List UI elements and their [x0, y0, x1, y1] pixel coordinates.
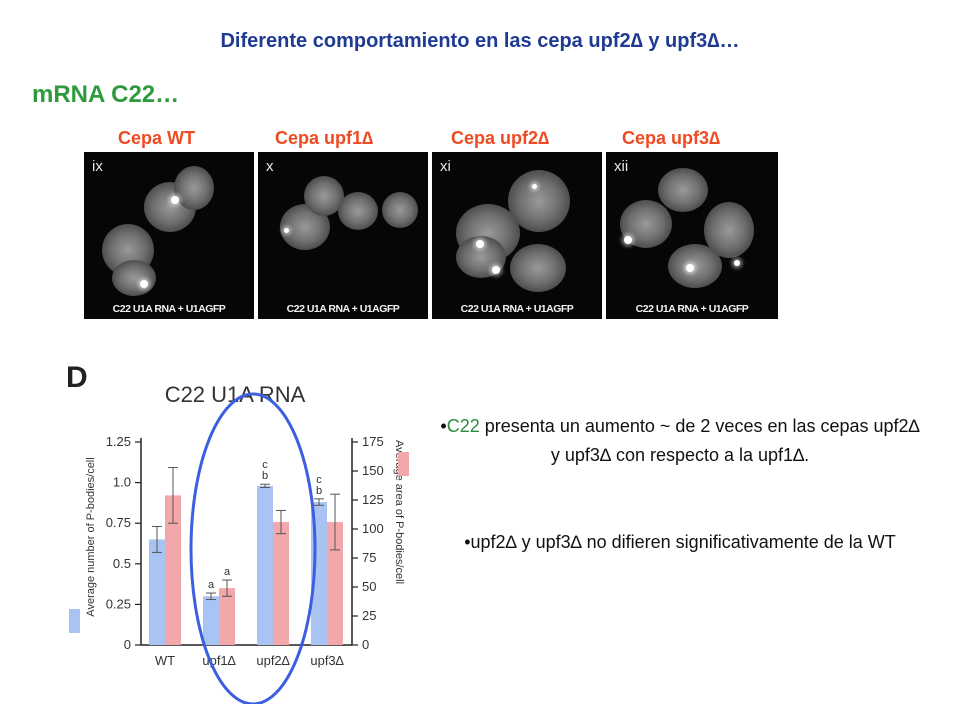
legend-swatch-right — [398, 452, 409, 476]
panel-caption: C22 U1A RNA + U1AGFP — [460, 303, 574, 315]
yeast-cell — [382, 192, 418, 228]
panel-numeral: ix — [92, 158, 103, 175]
y-left-tick-label: 1.25 — [106, 434, 131, 449]
yeast-cell — [174, 166, 214, 210]
bar — [219, 588, 235, 645]
note-highlight-word: C22 — [446, 416, 480, 436]
significance-letter: a — [208, 579, 215, 591]
p-body-spot — [686, 264, 694, 272]
strain-label-wt: Cepa WT — [118, 128, 196, 148]
y-left-tick-label: 0 — [124, 637, 131, 652]
bar-chart: D C22 U1A RNA 0 0.25 0.5 0.75 1.0 1.25 0 25 50 75… — [66, 361, 409, 704]
x-tick-label: upf3∆ — [310, 653, 343, 668]
y-right-tick-label: 100 — [362, 521, 384, 536]
y-right-tick-label: 75 — [362, 550, 376, 565]
note-text: presenta un aumento ~ de 2 veces en las … — [479, 416, 920, 465]
bullet-mark: • — [464, 532, 471, 552]
significance-letter: a — [224, 566, 231, 578]
micrograph-upf1: x C22 U1A RNA + U1AGFP — [258, 152, 428, 319]
significance-letter: c — [262, 459, 268, 471]
y-left-axis-label: Average number of P-bodies/cell — [85, 457, 97, 616]
p-body-spot — [140, 280, 148, 288]
y-right-tick-label: 125 — [362, 492, 384, 507]
note-bullet-2: •upf2∆ y upf3∆ no difieren significativa… — [440, 528, 920, 557]
y-left-tick-label: 1.0 — [113, 475, 131, 490]
bullet-mark: • — [440, 416, 447, 436]
bar — [257, 485, 273, 645]
y-right-tick-label: 50 — [362, 579, 376, 594]
yeast-cell — [510, 244, 566, 292]
bar — [327, 522, 343, 645]
note-bullet-1: •C22 presenta un aumento ~ de 2 veces en… — [440, 412, 920, 470]
strain-label-upf3: Cepa upf3∆ — [622, 128, 721, 148]
yeast-cell — [658, 168, 708, 212]
panel-caption: C22 U1A RNA + U1AGFP — [635, 303, 749, 315]
p-body-spot — [734, 260, 740, 266]
strain-label-upf1: Cepa upf1∆ — [275, 128, 374, 148]
significance-letter: b — [262, 470, 268, 482]
yeast-cell — [304, 176, 344, 216]
bar — [165, 495, 181, 645]
chart-title: C22 U1A RNA — [165, 382, 306, 407]
significance-letter: b — [316, 485, 322, 497]
y-right-tick-label: 0 — [362, 637, 369, 652]
panel-caption: C22 U1A RNA + U1AGFP — [286, 303, 400, 315]
y-right-tick-label: 150 — [362, 463, 384, 478]
yeast-cell — [338, 192, 378, 230]
note-text: upf2∆ y upf3∆ no difieren significativam… — [470, 532, 896, 552]
yeast-cell — [112, 260, 156, 296]
y-left-tick-label: 0.75 — [106, 515, 131, 530]
highlight-ellipse — [189, 392, 317, 704]
yeast-cell — [508, 170, 570, 232]
bar — [149, 539, 165, 645]
p-body-spot — [171, 196, 179, 204]
micrograph-upf2: xi C22 U1A RNA + U1AGFP — [432, 152, 602, 319]
yeast-cell — [668, 244, 722, 288]
p-body-spot — [532, 184, 537, 189]
y-left-tick-label: 0.5 — [113, 556, 131, 571]
bar — [273, 522, 289, 645]
legend-swatch-left — [69, 609, 80, 633]
panel-numeral: xi — [440, 158, 451, 175]
slide-subtitle: mRNA C22… — [32, 81, 180, 108]
y-right-tick-label: 175 — [362, 434, 384, 449]
panel-caption: C22 U1A RNA + U1AGFP — [112, 303, 226, 315]
micrograph-wt: ix C22 U1A RNA + U1AGFP — [84, 152, 254, 319]
y-right-tick-label: 25 — [362, 608, 376, 623]
micrograph-upf3: xii C22 U1A RNA + U1AGFP — [606, 152, 778, 319]
panel-numeral: x — [266, 158, 274, 175]
y-left-tick-label: 0.25 — [106, 596, 131, 611]
panel-letter: D — [66, 361, 88, 394]
strain-label-upf2: Cepa upf2∆ — [451, 128, 550, 148]
p-body-spot — [624, 236, 632, 244]
p-body-spot — [476, 240, 484, 248]
p-body-spot — [284, 228, 289, 233]
x-tick-label: WT — [155, 653, 175, 668]
significance-letter: c — [316, 474, 322, 486]
panel-numeral: xii — [614, 158, 629, 175]
bar — [203, 596, 219, 645]
slide-title: Diferente comportamiento en las cepa upf… — [220, 30, 740, 52]
x-tick-label: upf2∆ — [256, 653, 289, 668]
p-body-spot — [492, 266, 500, 274]
